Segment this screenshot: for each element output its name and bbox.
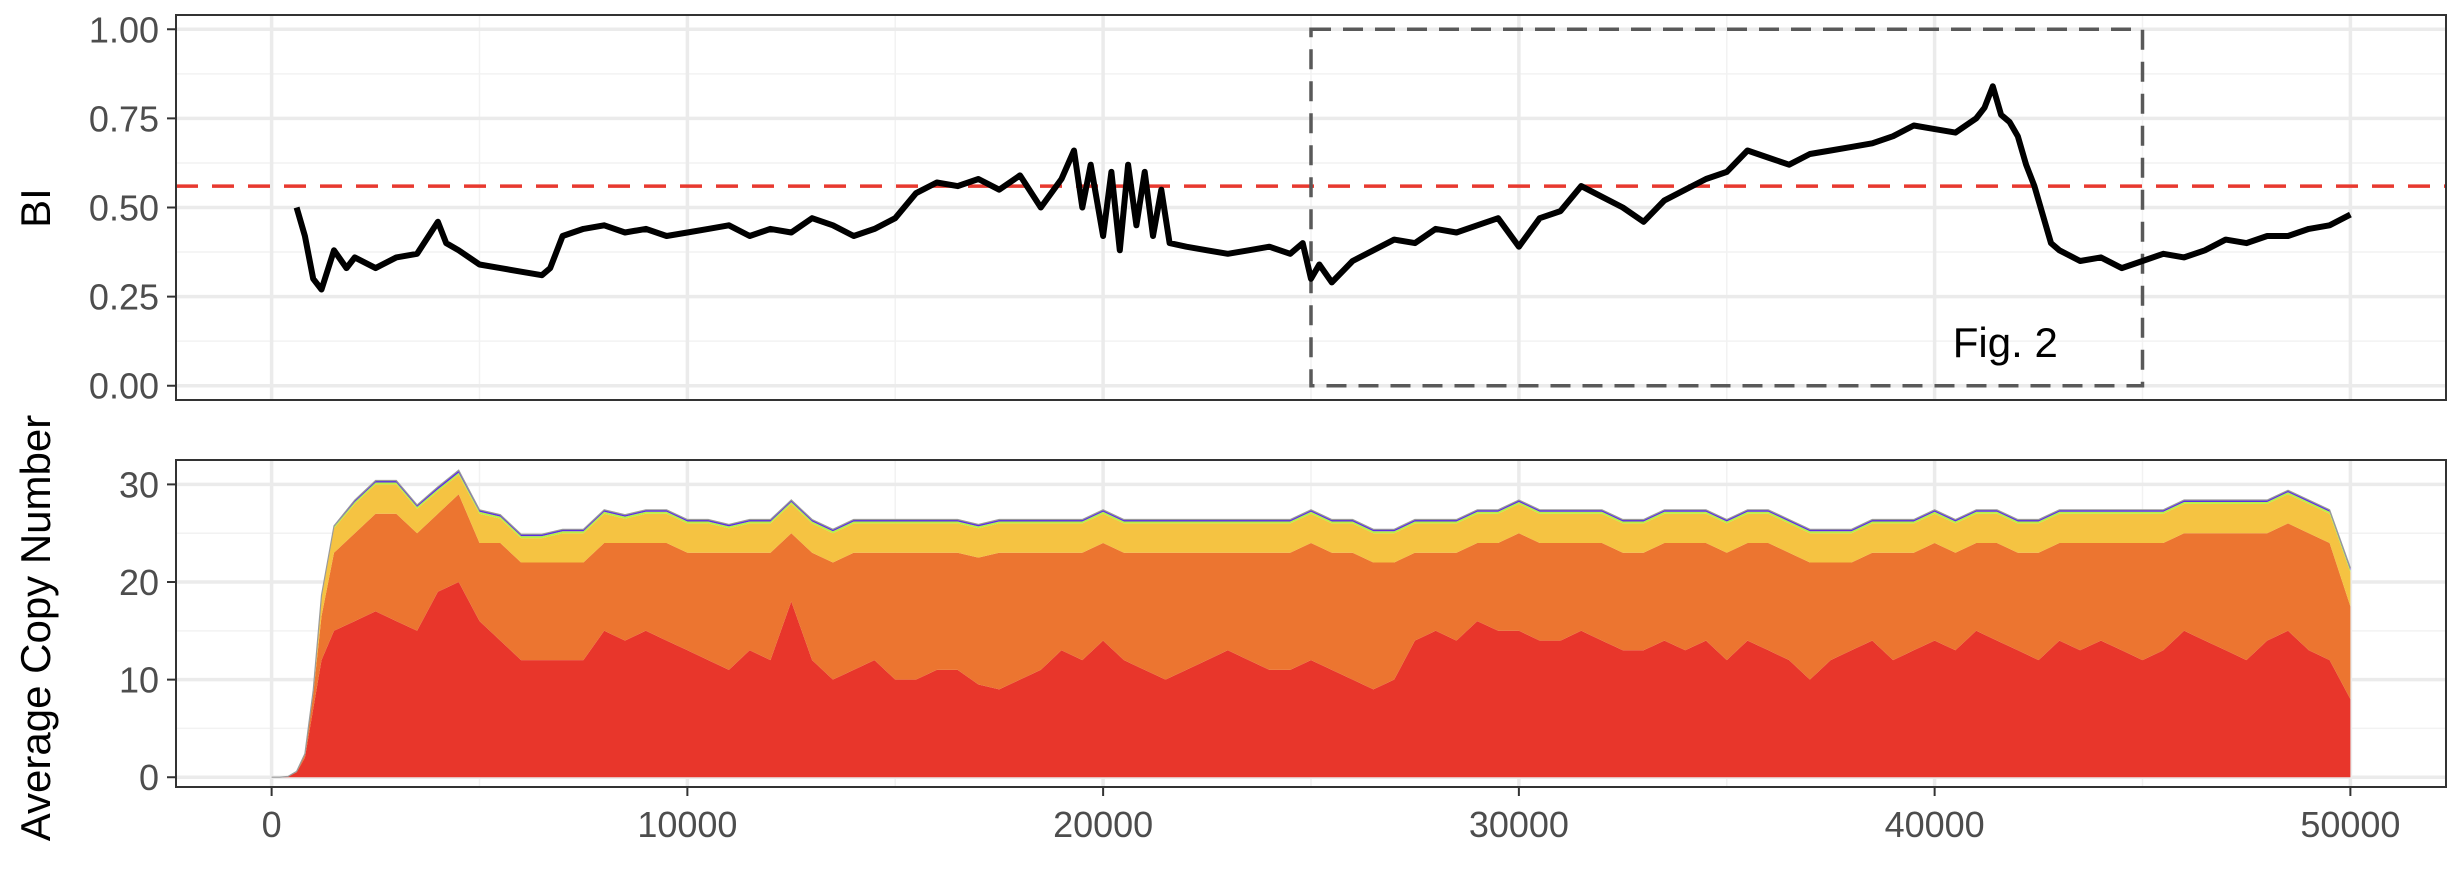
copy-number-panel: 0 10 20 30 0 10000 20000 30000 40000 50000 Avera…: [12, 415, 2447, 845]
bi-y-axis: 0.00 0.25 0.50 0.75 1.00: [89, 9, 176, 407]
copy-y-tick-label: 20: [119, 562, 159, 603]
bi-y-tick-label: 0.00: [89, 366, 159, 407]
fig2-highlight-box: [1309, 27, 2145, 388]
copy-x-tick-label: 0: [262, 804, 282, 845]
bi-panel: Fig. 2 0.00 0.25 0.50 0.75 1.00 BI: [12, 9, 2447, 407]
copy-x-tick-label: 40000: [1885, 804, 1985, 845]
copy-x-axis: 0 10000 20000 30000 40000 50000: [262, 787, 2400, 845]
copy-y-tick-label: 30: [119, 464, 159, 505]
copy-area-series-2: [271, 494, 2351, 778]
bi-y-tick-label: 0.25: [89, 277, 159, 318]
copy-x-tick-label: 10000: [637, 804, 737, 845]
copy-area-envelope: [271, 469, 2351, 778]
copy-area-series-1: [271, 582, 2351, 778]
copy-y-axis-title: Average Copy Number: [12, 415, 59, 841]
copy-area-series-3: [271, 474, 2351, 778]
copy-x-tick-label: 30000: [1469, 804, 1569, 845]
bi-plot-area: Fig. 2: [176, 27, 2446, 388]
bi-y-tick-label: 0.75: [89, 98, 159, 139]
copy-stacked-areas: [271, 469, 2351, 778]
bi-y-axis-title: BI: [12, 188, 59, 228]
copy-y-tick-label: 10: [119, 660, 159, 701]
copy-x-tick-label: 20000: [1053, 804, 1153, 845]
copy-panel-border: [175, 459, 2447, 788]
fig2-annotation: Fig. 2: [1953, 319, 2058, 366]
bi-y-tick-label: 1.00: [89, 9, 159, 50]
copy-x-tick-label: 50000: [2300, 804, 2400, 845]
copy-y-tick-label: 0: [139, 757, 159, 798]
bi-y-tick-label: 0.50: [89, 188, 159, 229]
copy-y-axis: 0 10 20 30: [119, 464, 176, 798]
bi-series-line: [293, 83, 2352, 293]
